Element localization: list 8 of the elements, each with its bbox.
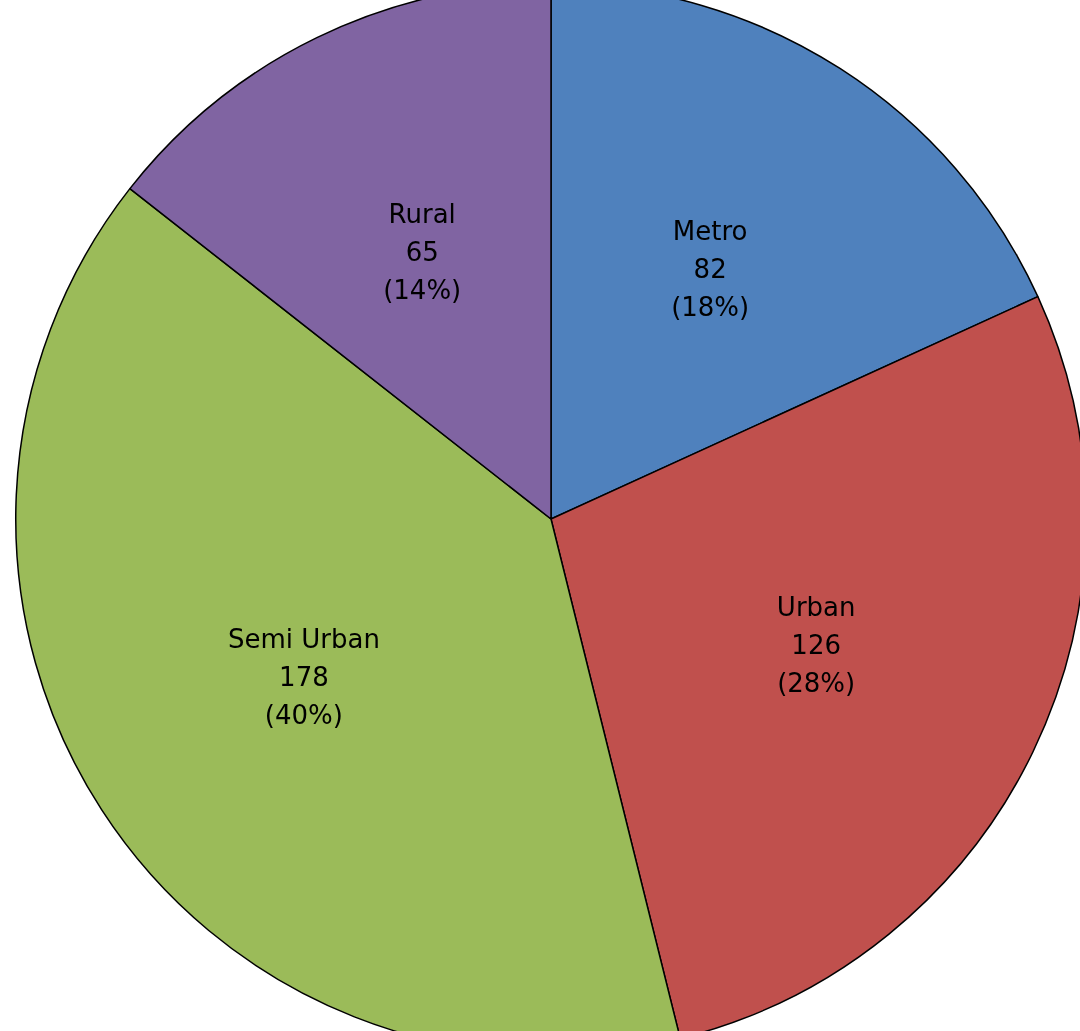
slice-label: Rural <box>388 199 456 230</box>
data-label: 65 (14%) <box>383 237 462 306</box>
data-label: 82 (18%) <box>671 254 750 323</box>
data-label: 178 (40%) <box>264 661 343 730</box>
slice-label: Metro <box>672 216 748 247</box>
data-label: 126 (28%) <box>777 629 856 698</box>
slice-label: Urban <box>776 591 856 622</box>
slice-label: Semi Urban <box>227 623 380 654</box>
